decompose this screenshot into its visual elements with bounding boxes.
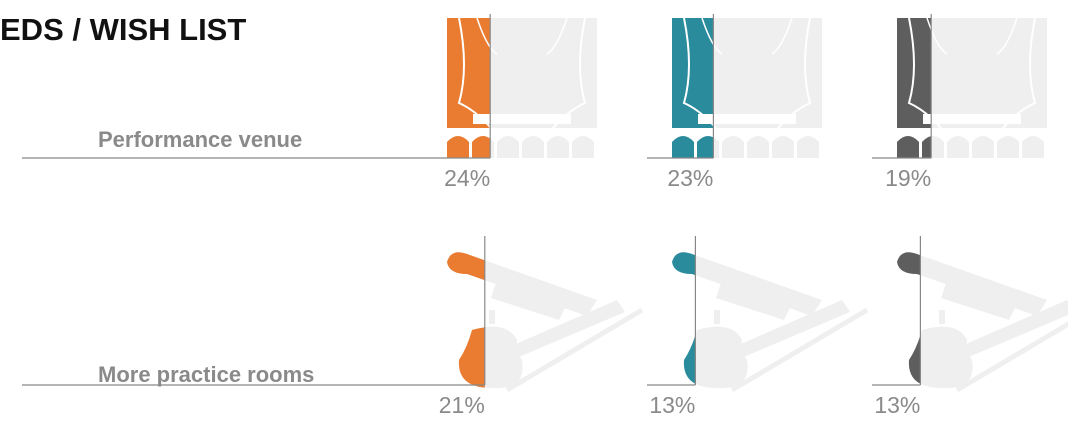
icon-fill [672,17,714,158]
value-label: 21% [439,392,485,418]
row-label: Performance venue [98,127,302,152]
icon-fill [447,17,491,158]
value-label: 13% [649,392,695,418]
icon-fill [897,17,932,158]
icon-fill [897,252,921,384]
value-label: 24% [444,165,490,191]
chart-title: EDS / WISH LIST [0,12,246,47]
value-label: 23% [667,165,713,191]
row-label: More practice rooms [98,362,314,387]
value-label: 19% [885,165,931,191]
icon-fill [672,252,696,384]
value-label: 13% [874,392,920,418]
icon-fill [447,252,485,388]
icon-background [897,252,1068,393]
icon-background [672,252,869,393]
